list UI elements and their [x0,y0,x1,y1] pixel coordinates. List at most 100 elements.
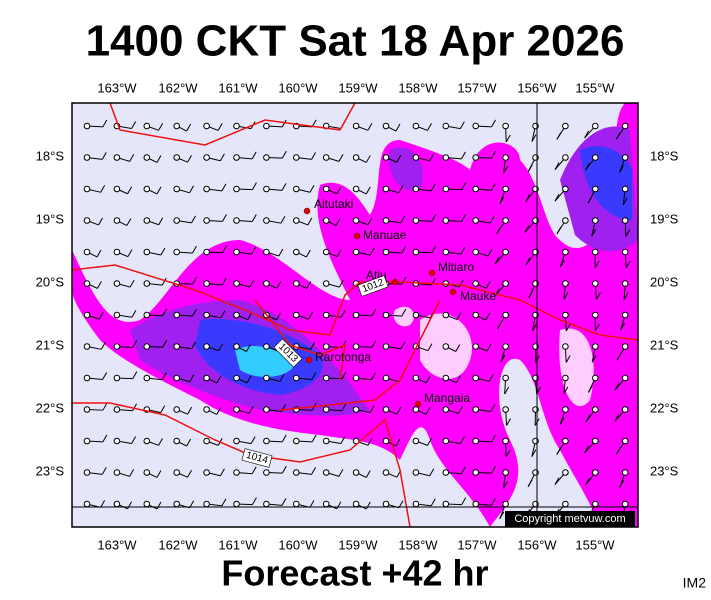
wind-barb [322,403,347,413]
barb-flag [127,249,133,257]
barb-station [143,248,151,256]
latitude-label: 18°S [650,148,679,163]
barb-flag [524,225,530,233]
barb-station [592,311,599,319]
barb-station [472,311,480,319]
barb-flag [251,246,257,255]
wind-barb [143,154,162,163]
wind-barb [382,122,401,132]
barb-flag [585,477,590,486]
latitude-label: 22°S [36,400,65,415]
latitude-label: 20°S [650,274,679,289]
barb-station [322,311,330,319]
longitude-label: 163°W [97,80,137,95]
wind-barb [472,465,497,476]
barb-flag [556,226,562,235]
wind-barb [263,215,286,224]
wind-barb [472,215,495,224]
wind-barb [263,183,287,193]
barb-station [442,437,450,445]
barb-station [263,406,270,413]
barb-station [173,185,180,193]
barb-station [352,217,360,224]
wind-barb [500,343,509,363]
barb-station [382,437,390,445]
barb-flag [310,342,316,350]
barb-flag [505,134,511,143]
barb-station [621,500,629,508]
barb-flag [160,247,166,256]
latitude-label: 22°S [650,400,679,415]
barb-flag [430,498,436,507]
latitude-label: 18°S [36,148,65,163]
barb-flag [278,248,284,257]
wind-barb [412,245,437,256]
barb-flag [251,214,257,222]
longitude-label: 155°W [575,80,615,95]
barb-flag [584,130,590,139]
barb-flag [491,119,496,128]
barb-flag [459,436,465,444]
map-area: AitutakiManuaeAtiuMitiaroMaukeRarotongaM… [72,103,638,527]
wind-barb [472,343,492,352]
barb-flag [554,162,560,170]
barb-station [621,122,629,130]
barb-station [143,469,151,476]
wind-barb [412,374,431,384]
wind-barb [113,436,137,445]
barb-station [442,500,450,508]
wind-barb [173,215,196,224]
barb-flag [616,352,622,361]
barb-station [352,406,360,413]
barb-flag [158,438,164,446]
wind-barb [497,311,509,330]
isobar-label-box [273,338,303,368]
barb-flag [622,197,628,206]
barb-flag [217,123,223,131]
barb-flag [186,123,192,132]
place-dot [414,400,422,408]
barb-flag [431,214,437,222]
wind-barb [472,280,491,289]
wind-barb [562,343,571,363]
wind-barb [203,310,226,319]
latitude-label: 21°S [36,337,65,352]
barb-flag [371,340,377,348]
wind-barb [412,153,435,162]
wind-barb [173,374,195,383]
barb-station [143,437,151,445]
barb-station [233,437,240,445]
barb-flag [365,501,371,510]
wind-barb [412,468,435,477]
barb-station [173,217,180,224]
wind-barb [322,154,344,162]
barb-flag [615,132,621,140]
barb-flag [367,123,373,131]
barb-station [382,374,390,382]
barb-station [412,406,420,413]
wind-barb [143,247,166,256]
barb-station [502,469,509,476]
wind-barb [621,280,629,300]
barb-station [442,217,450,224]
barb-station [263,122,270,130]
barb-flag [365,186,371,195]
barb-flag [565,323,571,332]
barb-flag [594,260,600,269]
wind-barb [143,185,162,195]
wind-barb [143,437,164,446]
wind-barb [352,217,373,226]
latitude-label: 20°S [36,274,65,289]
wind-barb [233,436,256,445]
wind-barb [233,214,257,224]
barb-flag [491,150,497,159]
barb-station [113,217,121,224]
barb-station [382,469,390,476]
barb-flag [247,312,253,320]
barb-flag [336,186,342,194]
barb-flag [191,341,197,350]
longitude-label: 159°W [338,80,378,95]
barb-station [113,437,121,445]
barb-station [442,374,450,382]
